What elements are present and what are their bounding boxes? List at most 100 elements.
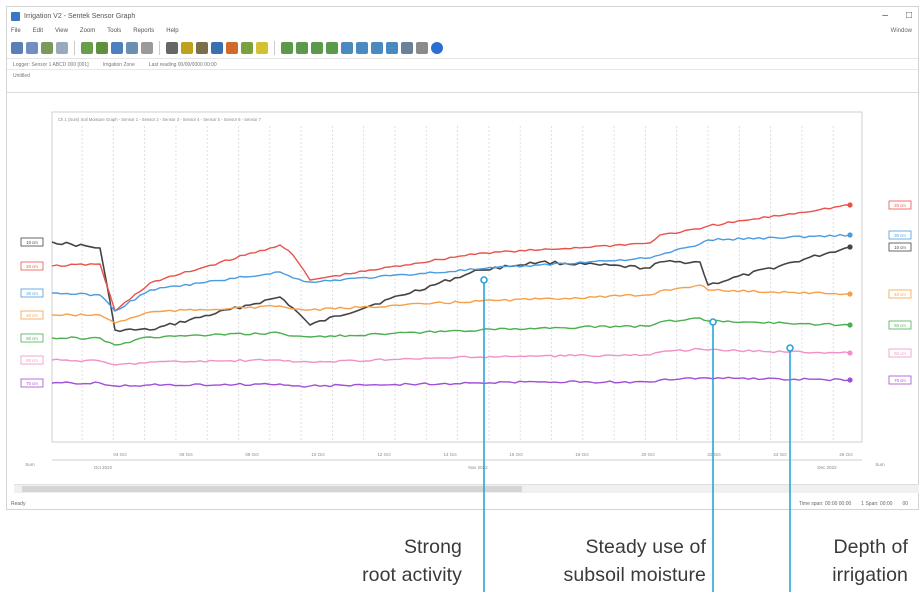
menu-zoom[interactable]: Zoom xyxy=(79,28,96,34)
save-icon[interactable] xyxy=(11,41,23,54)
series-line xyxy=(51,241,851,333)
highlight-icon[interactable] xyxy=(256,41,268,54)
right-series-tag xyxy=(888,320,912,330)
window-title: Irrigation V2 - Sentek Sensor Graph xyxy=(24,12,136,20)
status-time-span: Time span: 00:00 00:00 xyxy=(798,501,852,507)
graph-icon[interactable] xyxy=(111,41,123,54)
annotation-root-line2: root activity xyxy=(362,564,462,586)
right-series-tag xyxy=(888,200,912,210)
x-group-label: Nov 2022 xyxy=(468,465,488,470)
graph-icon[interactable] xyxy=(96,41,108,54)
zoom-in-icon[interactable] xyxy=(311,41,323,54)
chart-legend-header: Ch 1 (Sum) Soil Moisture Graph - Sensor … xyxy=(58,117,262,122)
print-icon[interactable] xyxy=(26,41,38,54)
zoom-in-icon[interactable] xyxy=(371,41,383,54)
left-series-tag-label: 60 cm xyxy=(26,358,38,363)
status-span: 1 Span: 00:00 xyxy=(861,501,893,507)
x-tick-label: 12 Oct xyxy=(377,452,391,457)
zoom-out-icon[interactable] xyxy=(326,41,338,54)
toolbar-separator xyxy=(274,40,275,55)
series-end-marker xyxy=(847,291,853,297)
sensor-icon[interactable] xyxy=(211,41,223,54)
paste-icon[interactable] xyxy=(56,41,68,54)
zone-info: Irrigation Zone xyxy=(102,61,135,68)
right-series-tag-label: 10 cm xyxy=(894,245,906,250)
status-zoom: 00 xyxy=(902,501,908,507)
right-series-tag-label: 30 cm xyxy=(894,233,906,238)
zoom-in-icon[interactable] xyxy=(341,41,353,54)
menu-bar: File Edit View Zoom Tools Reports Help W… xyxy=(7,25,918,37)
menu-window[interactable]: Window xyxy=(890,28,912,34)
zoom-out-icon[interactable] xyxy=(386,41,398,54)
zoom-out-icon[interactable] xyxy=(356,41,368,54)
toolbar-separator xyxy=(159,40,160,55)
series-end-marker xyxy=(847,232,853,238)
menu-tools[interactable]: Tools xyxy=(107,28,122,34)
series-end-marker xyxy=(847,322,853,328)
annotation-subsoil-line2: subsoil moisture xyxy=(563,564,706,586)
series-line xyxy=(51,347,851,366)
left-series-tag xyxy=(20,333,44,343)
x-tick-label: 10 Oct xyxy=(311,452,325,457)
right-series-tag xyxy=(888,289,912,299)
horizontal-scrollbar[interactable] xyxy=(14,484,919,493)
left-series-tag-label: 10 cm xyxy=(26,240,38,245)
pen-icon[interactable] xyxy=(241,41,253,54)
menu-file[interactable]: File xyxy=(11,28,21,34)
menu-edit[interactable]: Edit xyxy=(32,28,44,34)
x-group-label: Oct 2022 xyxy=(94,465,113,470)
right-series-tag xyxy=(888,230,912,240)
right-series-tag-label: 70 cm xyxy=(894,378,906,383)
series-line xyxy=(51,376,851,388)
fit-icon[interactable] xyxy=(401,41,413,54)
series-end-marker xyxy=(847,244,853,250)
right-series-tag xyxy=(888,242,912,252)
zoom-out-icon[interactable] xyxy=(296,41,308,54)
annotation-irrigation-line1: Depth of xyxy=(833,536,908,558)
maximize-icon[interactable]: □ xyxy=(905,10,912,21)
minimize-icon[interactable]: – xyxy=(882,10,888,21)
logger-info: Logger: Sensor 1 ABCD 000 [001] xyxy=(13,61,89,68)
table-icon[interactable] xyxy=(141,41,153,54)
x-tick-label: 06 Oct xyxy=(179,452,193,457)
series-end-marker xyxy=(847,377,853,383)
copy-icon[interactable] xyxy=(41,41,53,54)
left-series-tag xyxy=(20,237,44,247)
annotation-point xyxy=(786,344,794,352)
menu-reports[interactable]: Reports xyxy=(133,28,155,34)
series-line xyxy=(51,204,850,312)
toolbar xyxy=(7,37,918,59)
tab-untitled[interactable]: Untitled xyxy=(13,73,30,79)
left-series-tag xyxy=(20,261,44,271)
left-series-tag-label: 30 cm xyxy=(26,291,38,296)
series-end-marker xyxy=(847,202,853,208)
series-line xyxy=(51,233,851,312)
zoom-in-icon[interactable] xyxy=(281,41,293,54)
line-icon[interactable] xyxy=(226,41,238,54)
help-icon[interactable] xyxy=(431,41,443,54)
filter-icon[interactable] xyxy=(181,41,193,54)
menu-view[interactable]: View xyxy=(55,28,68,34)
left-series-tag-label: 50 cm xyxy=(26,336,38,341)
app-icon xyxy=(11,11,20,21)
scrollbar-thumb[interactable] xyxy=(22,486,522,492)
series-end-marker xyxy=(847,350,853,356)
toolbar-separator xyxy=(74,40,75,55)
left-series-tag-label: 70 cm xyxy=(26,381,38,386)
right-axis-label: Sum xyxy=(875,462,885,467)
marker-icon[interactable] xyxy=(196,41,208,54)
annotation-root-activity: Strong root activity xyxy=(322,533,462,589)
refresh-icon[interactable] xyxy=(416,41,428,54)
x-tick-label: 16 Oct xyxy=(509,452,523,457)
cut-icon[interactable] xyxy=(166,41,178,54)
right-series-tag xyxy=(888,375,912,385)
graph-icon[interactable] xyxy=(126,41,138,54)
menu-help[interactable]: Help xyxy=(166,28,179,34)
title-bar: Irrigation V2 - Sentek Sensor Graph – □ xyxy=(7,7,918,25)
x-tick-label: 24 Oct xyxy=(773,452,787,457)
graph-icon[interactable] xyxy=(81,41,93,54)
right-series-tag-label: 20 cm xyxy=(894,203,906,208)
right-series-tag-label: 40 cm xyxy=(894,292,906,297)
status-ready: Ready xyxy=(11,501,26,507)
